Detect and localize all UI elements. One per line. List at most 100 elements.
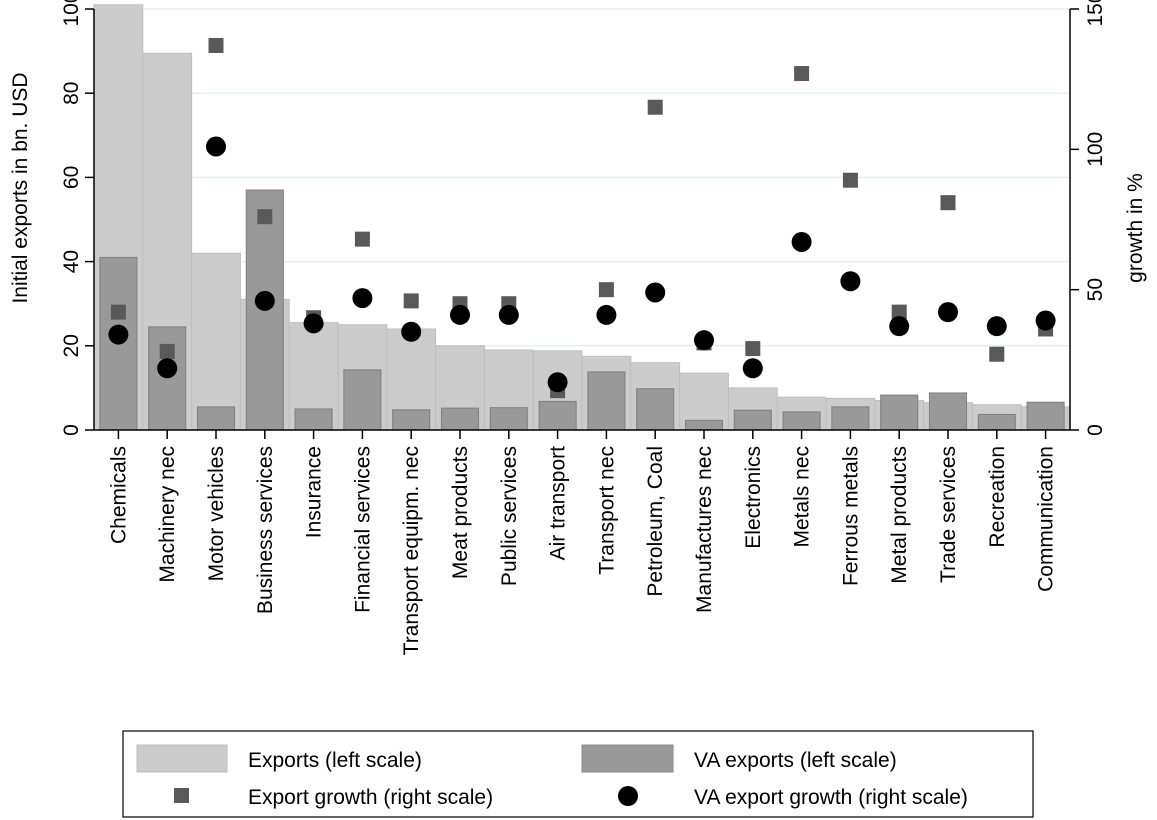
export-growth-point [940, 195, 956, 211]
va-exports-bar [928, 392, 968, 431]
export-growth-point [989, 346, 1005, 362]
va-exports-bars [99, 189, 1065, 431]
va-export-growth-point [694, 330, 714, 351]
va-export-growth-point [1035, 310, 1056, 331]
export-growth-point [257, 209, 273, 225]
legend-symbol-export-growth [174, 788, 189, 803]
va-export-growth-point [303, 313, 324, 334]
va-export-growth-point [791, 231, 812, 252]
category-label: Manufactures nec [693, 446, 716, 613]
export-growth-markers [110, 37, 1054, 399]
export-growth-point [794, 66, 810, 82]
exports-bars [93, 4, 1071, 431]
export-growth-point [842, 172, 858, 188]
va-exports-bar [440, 407, 480, 431]
x-axis-ticks: Chemicals Machinery nec Motor vehicles Busi… [107, 430, 1058, 655]
va-export-growth-point [157, 358, 178, 379]
export-growth-point [598, 282, 614, 298]
export-growth-point [403, 293, 419, 309]
export-growth-point [891, 304, 907, 320]
va-export-growth-point [206, 136, 226, 157]
va-exports-bar [392, 409, 431, 431]
category-label: Insurance [303, 446, 326, 538]
va-exports-bar [489, 407, 528, 431]
va-export-growth-point [938, 302, 958, 323]
va-exports-bar [196, 406, 236, 431]
category-label: Metals nec [791, 446, 814, 548]
category-label: Trade services [937, 446, 960, 583]
category-label: Transport nec [595, 446, 618, 575]
legend-label-va-exports: VA exports (left scale) [694, 749, 897, 772]
va-exports-bar [538, 400, 577, 431]
legend-label-exports: Exports (left scale) [248, 749, 422, 772]
category-label: Transport equipm. nec [400, 446, 423, 655]
left-tick-label: 0 [60, 424, 83, 436]
va-exports-bar [636, 388, 675, 431]
left-axis-label: Initial exports in bn. USD [9, 72, 32, 303]
legend-label-va-export-growth: VA export growth (right scale) [694, 786, 968, 809]
legend: Exports (left scale) VA exports (left sc… [122, 730, 1034, 818]
va-export-growth-point [547, 372, 568, 393]
category-label: Recreation [986, 446, 1009, 548]
category-label: Business services [254, 446, 277, 614]
va-exports-bar [782, 411, 821, 431]
category-label: Motor vehicles [205, 446, 228, 581]
right-tick-label: 50 [1084, 278, 1107, 301]
category-label: Petroleum, Coal [644, 446, 667, 597]
va-export-growth-point [596, 304, 617, 325]
left-tick-label: 40 [60, 250, 83, 273]
axes [93, 9, 1071, 431]
va-export-growth-point [889, 316, 910, 337]
category-label: Air transport [547, 446, 570, 561]
left-tick-label: 100 [60, 0, 83, 27]
exports-bar [191, 252, 241, 431]
va-exports-bar [880, 394, 919, 431]
category-label: Public services [498, 446, 521, 586]
category-label: Financial services [351, 446, 374, 613]
va-export-growth-point [840, 271, 861, 292]
va-exports-bar [831, 406, 870, 431]
export-growth-point [647, 99, 663, 115]
category-label: Meat products [449, 446, 472, 579]
category-label: Ferrous metals [839, 446, 862, 586]
category-label: Communication [1035, 446, 1058, 592]
export-growth-point [159, 343, 175, 359]
va-exports-bar [684, 419, 724, 431]
va-exports-bar [733, 409, 772, 431]
va-export-growth-point [401, 321, 422, 342]
left-tick-label: 60 [60, 166, 83, 189]
legend-swatch-va-exports [581, 744, 674, 773]
category-label: Machinery nec [156, 446, 179, 583]
legend-label-export-growth: Export growth (right scale) [248, 786, 493, 809]
va-export-growth-point [450, 304, 470, 325]
export-growth-point [208, 37, 224, 53]
va-export-growth-point [742, 358, 763, 379]
right-tick-label: 150 [1084, 0, 1107, 27]
category-label: Electronics [742, 446, 765, 549]
va-exports-bar [587, 371, 626, 431]
va-export-growth-point [986, 316, 1007, 337]
va-export-growth-point [498, 304, 519, 325]
legend-box [122, 730, 1034, 818]
va-export-growth-point [645, 282, 666, 303]
right-axis-label: growth in % [1124, 173, 1147, 283]
export-growth-point [110, 304, 126, 320]
category-label: Metal products [888, 446, 911, 584]
va-exports-bar [148, 326, 187, 431]
export-growth-point [745, 341, 761, 357]
export-growth-point [354, 231, 370, 247]
left-axis-ticks: 0 20 40 60 80 100 [60, 0, 94, 436]
legend-symbol-va-export-growth [618, 786, 638, 806]
va-export-growth-markers [108, 136, 1056, 393]
right-axis-ticks: 0 50 100 150 [1070, 0, 1107, 436]
va-export-growth-point [352, 288, 373, 309]
right-tick-label: 100 [1084, 132, 1107, 167]
legend-swatch-exports [136, 744, 228, 773]
va-exports-bar [977, 413, 1016, 431]
right-tick-label: 0 [1084, 424, 1107, 436]
left-tick-label: 20 [60, 334, 83, 357]
va-exports-bar [1026, 401, 1065, 431]
va-export-growth-point [108, 324, 129, 345]
va-exports-bar [294, 408, 333, 431]
